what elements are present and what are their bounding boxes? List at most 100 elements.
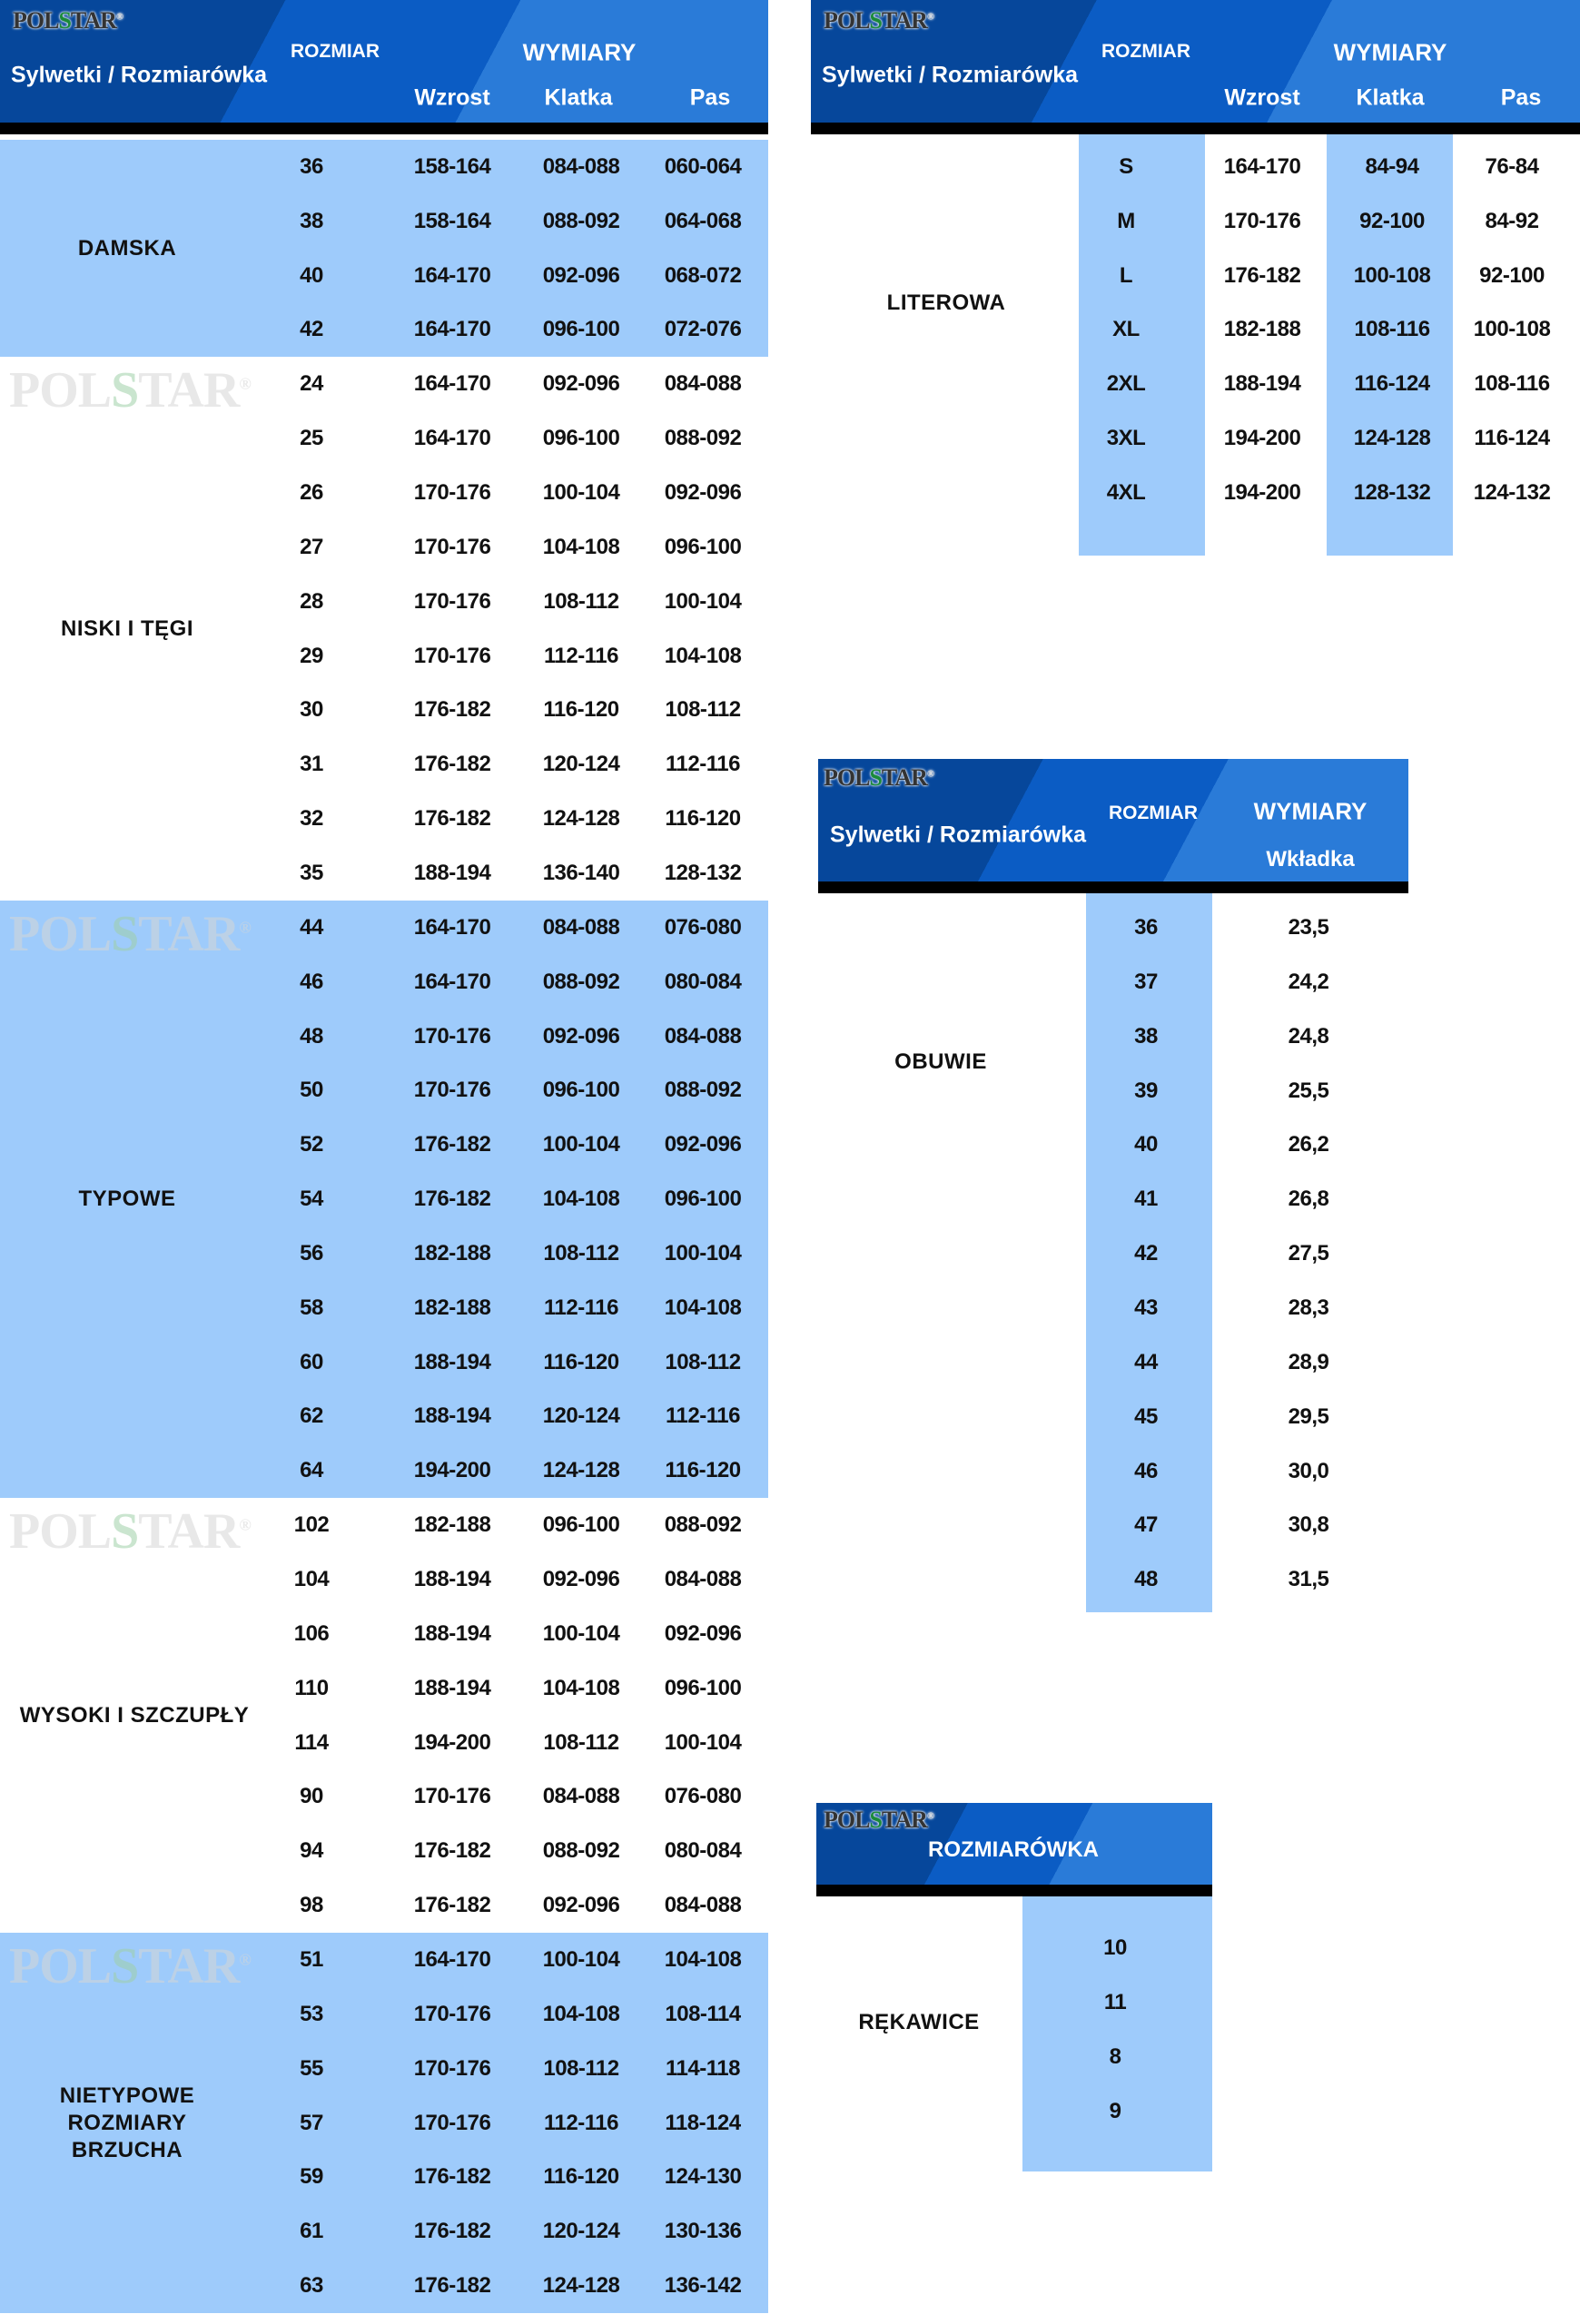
waist-cell: 104-108 xyxy=(664,1946,742,1972)
chest-cell: 120-124 xyxy=(542,1403,620,1429)
chest-cell: 092-096 xyxy=(542,1893,620,1918)
chest-cell: 124-128 xyxy=(542,806,620,832)
size-cell: 44 xyxy=(300,914,323,940)
size-cell: 32 xyxy=(300,806,323,832)
size-cell: 38 xyxy=(300,208,323,233)
height-cell: 170-176 xyxy=(413,1023,491,1049)
size-cell: 25 xyxy=(300,426,323,451)
waist-cell: 088-092 xyxy=(664,1078,742,1103)
size-cell: 106 xyxy=(293,1620,330,1646)
chest-cell: 124-128 xyxy=(542,1458,620,1483)
chest-cell: 096-100 xyxy=(542,1078,620,1103)
size-cell: 36 xyxy=(300,153,323,179)
chest-cell: 116-120 xyxy=(543,1349,619,1374)
header-dimensions: WYMIARY xyxy=(1333,38,1447,66)
chest-cell: 104-108 xyxy=(542,1675,620,1700)
size-cell: 48 xyxy=(1134,1567,1158,1592)
height-cell: 188-194 xyxy=(413,860,491,885)
chest-cell: 112-116 xyxy=(544,2110,618,2135)
waist-cell: 080-084 xyxy=(664,969,742,994)
header-size: ROZMIAR xyxy=(291,41,380,62)
size-cell: 30 xyxy=(300,697,323,723)
polstar-logo: POLSTAR® xyxy=(824,764,934,791)
size-cell: 46 xyxy=(300,969,323,994)
size-cell: 104 xyxy=(293,1567,330,1592)
chest-cell: 092-096 xyxy=(542,371,620,397)
group-label: WYSOKI I SZCZUPŁY xyxy=(19,1702,250,1728)
waist-cell: 092-096 xyxy=(664,1620,742,1646)
waist-cell: 084-088 xyxy=(664,371,742,397)
size-cell: 45 xyxy=(1134,1403,1158,1429)
waist-cell: 100-104 xyxy=(664,588,742,614)
size-cell: XL xyxy=(1112,317,1140,342)
height-cell: 170-176 xyxy=(413,2110,491,2135)
header-title: Sylwetki / Rozmiarówka xyxy=(830,822,1087,848)
chest-cell: 108-112 xyxy=(543,588,619,614)
size-cell: 110 xyxy=(294,1675,329,1700)
size-cell: 42 xyxy=(300,317,323,342)
chest-cell: 092-096 xyxy=(542,262,620,288)
height-cell: 176-182 xyxy=(413,2164,491,2190)
waist-cell: 076-080 xyxy=(664,1784,742,1809)
insole-cell: 31,5 xyxy=(1288,1567,1329,1592)
height-cell: 164-170 xyxy=(413,317,491,342)
height-cell: 164-170 xyxy=(413,914,491,940)
group-label: NIETYPOWE ROZMIARY BRZUCHA xyxy=(59,2083,195,2162)
polstar-watermark: POLSTAR® xyxy=(9,362,252,419)
clothing-header-bar xyxy=(0,123,768,134)
waist-cell: 124-132 xyxy=(1473,480,1551,506)
chest-cell: 116-120 xyxy=(543,2164,619,2190)
waist-cell: 114-118 xyxy=(666,2055,740,2081)
insole-cell: 30,0 xyxy=(1288,1458,1329,1483)
chest-cell: 104-108 xyxy=(542,1187,620,1212)
size-cell: 44 xyxy=(1134,1349,1158,1374)
size-cell: 28 xyxy=(300,588,323,614)
header-title: Sylwetki / Rozmiarówka xyxy=(822,62,1079,88)
height-cell: 194-200 xyxy=(413,1729,491,1755)
chest-cell: 108-112 xyxy=(543,2055,619,2081)
chest-cell: 096-100 xyxy=(542,317,620,342)
group-label: DAMSKA xyxy=(77,235,177,261)
waist-cell: 108-116 xyxy=(1474,371,1550,397)
group-label: RĘKAWICE xyxy=(858,2010,980,2034)
height-cell: 176-182 xyxy=(413,1893,491,1918)
waist-cell: 84-92 xyxy=(1485,208,1539,233)
header-col-wzrost: Wzrost xyxy=(1224,84,1300,111)
waist-cell: 104-108 xyxy=(664,1295,742,1320)
waist-cell: 108-112 xyxy=(665,697,741,723)
size-cell: 55 xyxy=(300,2055,323,2081)
waist-cell: 084-088 xyxy=(664,1567,742,1592)
waist-cell: 112-116 xyxy=(666,752,740,777)
insole-cell: 24,8 xyxy=(1288,1023,1329,1049)
height-cell: 170-176 xyxy=(413,2001,491,2026)
chest-cell: 100-104 xyxy=(542,1946,620,1972)
height-cell: 170-176 xyxy=(413,1784,491,1809)
height-cell: 170-176 xyxy=(1223,208,1301,233)
height-cell: 194-200 xyxy=(413,1458,491,1483)
chest-cell: 100-104 xyxy=(542,480,620,506)
height-cell: 176-182 xyxy=(413,1838,491,1864)
height-cell: 170-176 xyxy=(413,480,491,506)
waist-cell: 108-112 xyxy=(665,1349,741,1374)
chest-cell: 120-124 xyxy=(542,752,620,777)
header-col-insole: Wkładka xyxy=(1266,847,1355,872)
height-cell: 164-170 xyxy=(413,262,491,288)
height-cell: 158-164 xyxy=(413,208,491,233)
header-title: ROZMIARÓWKA xyxy=(928,1837,1099,1862)
chest-cell: 108-112 xyxy=(543,1729,619,1755)
chest-cell: 124-128 xyxy=(542,2273,620,2299)
height-cell: 176-182 xyxy=(413,2273,491,2299)
waist-cell: 92-100 xyxy=(1479,262,1545,288)
chest-cell: 092-096 xyxy=(542,1567,620,1592)
header-size: ROZMIAR xyxy=(1101,41,1190,62)
waist-cell: 124-130 xyxy=(664,2164,742,2190)
height-cell: 164-170 xyxy=(413,1946,491,1972)
insole-cell: 27,5 xyxy=(1288,1241,1329,1266)
size-cell: 37 xyxy=(1134,969,1158,994)
height-cell: 182-188 xyxy=(413,1512,491,1538)
size-cell: 50 xyxy=(300,1078,323,1103)
waist-cell: 060-064 xyxy=(664,153,742,179)
header-col-pas: Pas xyxy=(689,84,731,111)
size-cell: 62 xyxy=(300,1403,323,1429)
clothing-header: POLSTAR® Sylwetki / Rozmiarówka ROZMIAR WYM… xyxy=(0,0,768,134)
